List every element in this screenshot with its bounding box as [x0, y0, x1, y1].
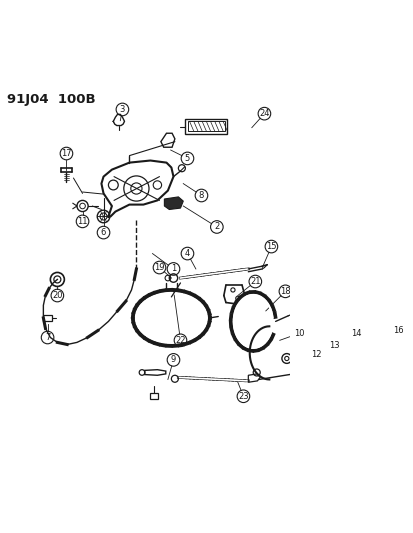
Bar: [188, 122, 224, 131]
Text: 18: 18: [280, 287, 290, 296]
Text: 10: 10: [293, 329, 304, 338]
Bar: [150, 393, 158, 399]
Bar: [386, 329, 393, 335]
Text: 11: 11: [77, 217, 88, 226]
Text: 21: 21: [249, 277, 260, 286]
Text: 3: 3: [119, 105, 125, 114]
Text: 2: 2: [214, 222, 219, 231]
Text: 17: 17: [61, 149, 71, 158]
Text: 7: 7: [45, 333, 50, 342]
Bar: [352, 315, 359, 321]
Text: 16: 16: [392, 326, 403, 335]
Text: 4: 4: [184, 249, 190, 258]
Bar: [43, 315, 52, 321]
Text: 15: 15: [266, 242, 276, 251]
Text: 5: 5: [184, 154, 190, 163]
Text: 19: 19: [154, 263, 164, 272]
Text: 8: 8: [198, 191, 204, 200]
Text: 14: 14: [351, 329, 361, 338]
Polygon shape: [164, 197, 183, 209]
Text: 23: 23: [237, 392, 248, 401]
Text: 6: 6: [101, 228, 106, 237]
Text: 20: 20: [52, 291, 62, 300]
Text: 9: 9: [171, 356, 176, 365]
Text: 91J04  100B: 91J04 100B: [7, 93, 95, 106]
Text: 13: 13: [328, 342, 339, 350]
Bar: [185, 118, 227, 134]
Text: 1: 1: [171, 264, 176, 273]
Text: 12: 12: [310, 350, 320, 359]
Text: 24: 24: [259, 109, 269, 118]
Text: 22: 22: [175, 336, 185, 345]
